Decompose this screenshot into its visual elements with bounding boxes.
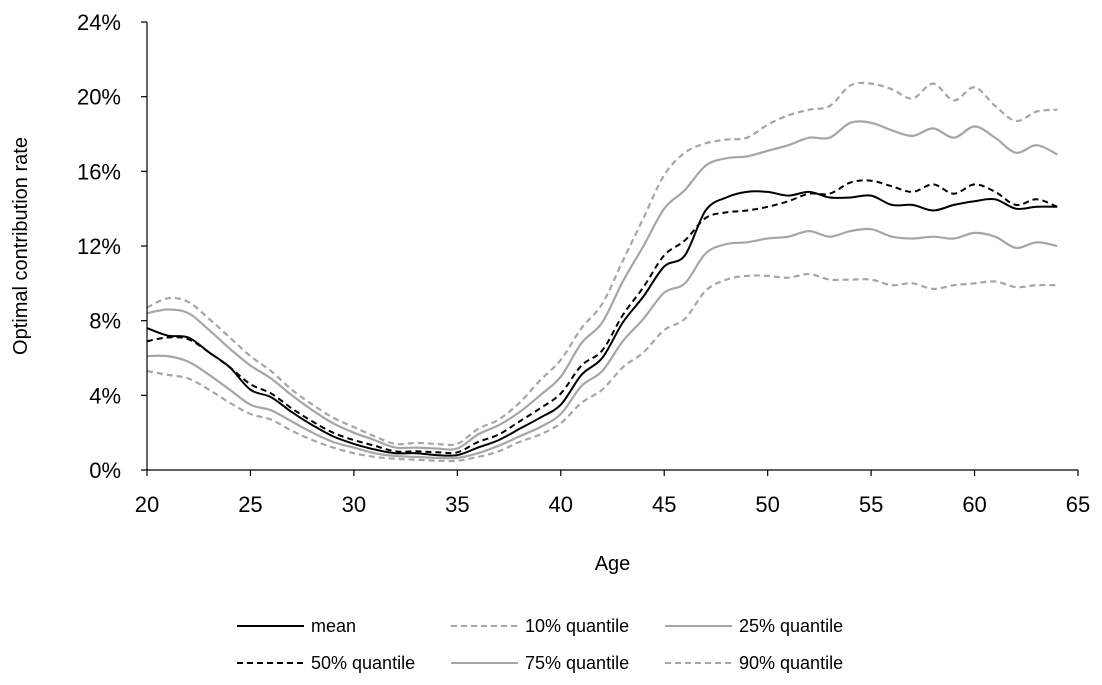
x-tick-label: 45 — [652, 492, 676, 517]
legend: mean 10% quantile 25% quantile 50% quantile… — [237, 616, 843, 673]
x-tick-label: 30 — [342, 492, 366, 517]
y-axis-ticks: 0% 4% 8% 12% 16% 20% 24% — [77, 10, 147, 483]
x-tick-label: 60 — [962, 492, 986, 517]
x-axis-ticks: 20 25 30 35 40 45 50 55 60 65 — [135, 470, 1090, 517]
x-tick-label: 20 — [135, 492, 159, 517]
series-line-75pct-quantile — [146, 120, 1058, 451]
x-tick-label: 35 — [445, 492, 469, 517]
x-tick-label: 65 — [1066, 492, 1090, 517]
y-tick-label: 8% — [89, 309, 121, 334]
y-tick-label: 24% — [77, 10, 121, 35]
series-line-mean — [146, 190, 1058, 457]
legend-label-50pct-quantile: 50% quantile — [311, 653, 415, 673]
legend-label-25pct-quantile: 25% quantile — [739, 616, 843, 636]
y-axis-title: Optimal contribution rate — [10, 137, 32, 355]
y-tick-label: 4% — [89, 383, 121, 408]
legend-label-10pct-quantile: 10% quantile — [525, 616, 629, 636]
y-tick-label: 12% — [77, 234, 121, 259]
x-axis-title: Age — [595, 553, 631, 575]
y-tick-label: 20% — [77, 85, 121, 110]
x-tick-label: 50 — [755, 492, 779, 517]
legend-label-mean: mean — [311, 616, 356, 636]
y-tick-label: 16% — [77, 159, 121, 184]
plot-lines — [146, 81, 1058, 463]
y-tick-label: 0% — [89, 458, 121, 483]
series-line-90pct-quantile — [146, 81, 1058, 447]
legend-label-75pct-quantile: 75% quantile — [525, 653, 629, 673]
x-tick-label: 40 — [549, 492, 573, 517]
series-line-25pct-quantile — [146, 227, 1058, 460]
series-line-10pct-quantile — [146, 272, 1058, 463]
x-tick-label: 55 — [859, 492, 883, 517]
series-line-50pct-quantile — [146, 179, 1058, 455]
legend-label-90pct-quantile: 90% quantile — [739, 653, 843, 673]
x-tick-label: 25 — [238, 492, 262, 517]
